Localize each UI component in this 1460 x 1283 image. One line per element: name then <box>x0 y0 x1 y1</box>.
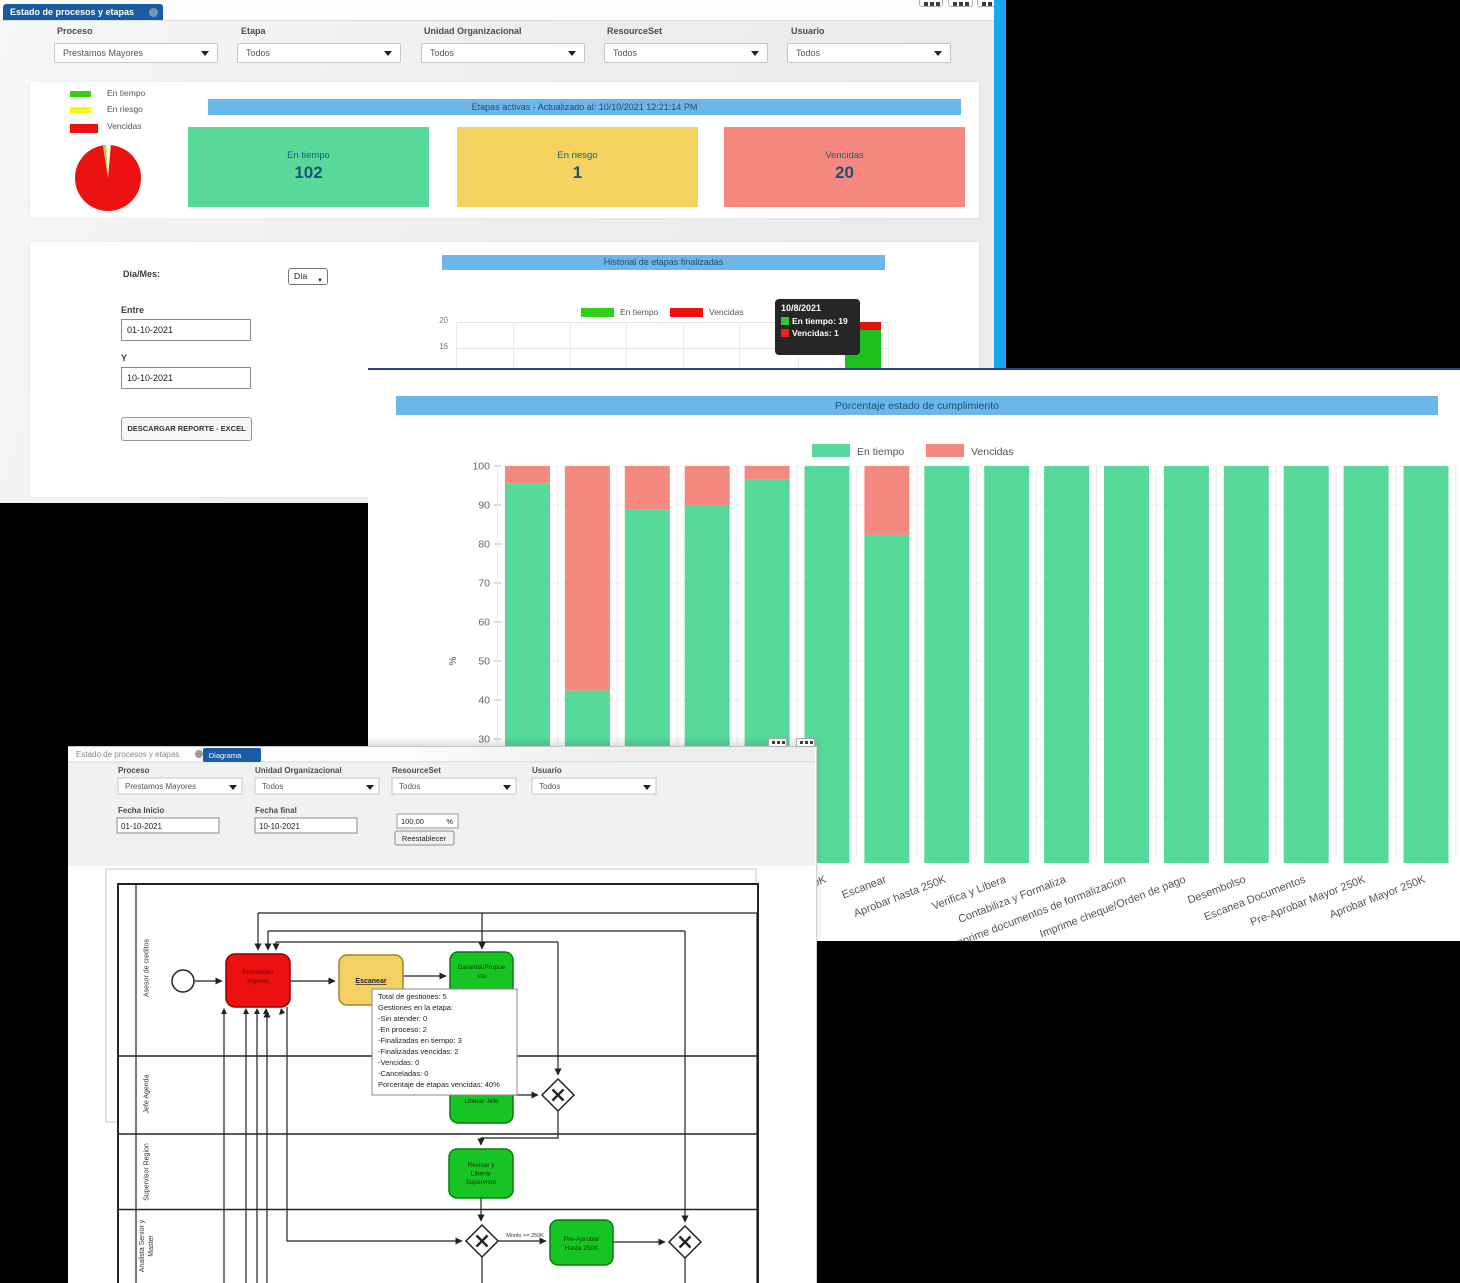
svg-text:Fecha final: Fecha final <box>255 806 297 815</box>
svg-text:Master: Master <box>148 1235 155 1257</box>
svg-text:Liberar Jefe: Liberar Jefe <box>464 1098 499 1105</box>
svg-text:-Vencidas: 0: -Vencidas: 0 <box>378 1058 419 1067</box>
svg-text:80: 80 <box>478 539 490 551</box>
svg-text:Garantia/Propue: Garantia/Propue <box>458 964 506 971</box>
svg-text:Prevalidar/: Prevalidar/ <box>242 969 273 976</box>
svg-text:-En proceso: 2: -En proceso: 2 <box>378 1025 427 1034</box>
svg-text:Escanear: Escanear <box>355 978 386 985</box>
svg-text:%: % <box>448 656 459 665</box>
svg-text:Vencidas: Vencidas <box>971 446 1014 458</box>
svg-text:Unidad Organizacional: Unidad Organizacional <box>255 766 342 775</box>
svg-text:Fecha Inicio: Fecha Inicio <box>118 806 164 815</box>
svg-text:01-10-2021: 01-10-2021 <box>121 822 162 831</box>
svg-text:Gestiones en la etapa:: Gestiones en la etapa: <box>378 1003 453 1012</box>
svg-text:40: 40 <box>478 695 490 707</box>
svg-text:Usuario: Usuario <box>532 766 562 775</box>
svg-text:Supervisor: Supervisor <box>465 1179 497 1186</box>
svg-text:Monto <= 250K: Monto <= 250K <box>506 1233 544 1239</box>
svg-text:50: 50 <box>478 656 490 668</box>
svg-text:Ingreso: Ingreso <box>247 978 269 985</box>
svg-text:Liberar: Liberar <box>471 1171 492 1178</box>
svg-text:-Finalizadas vencidas: 2: -Finalizadas vencidas: 2 <box>378 1047 458 1056</box>
svg-text:100: 100 <box>472 461 490 473</box>
svg-text:Proceso: Proceso <box>118 766 150 775</box>
svg-text:-Canceladas: 0: -Canceladas: 0 <box>378 1069 428 1078</box>
svg-text:-Sin atender: 0: -Sin atender: 0 <box>378 1014 427 1023</box>
svg-text:Reestablecer: Reestablecer <box>402 834 447 843</box>
svg-text:-Finalizadas en tiempo: 3: -Finalizadas en tiempo: 3 <box>378 1036 462 1045</box>
svg-text:Porcentaje de etapas vencidas:: Porcentaje de etapas vencidas: 40% <box>378 1080 500 1089</box>
svg-text:60: 60 <box>478 617 490 629</box>
svg-text:Prestamos Mayores: Prestamos Mayores <box>125 782 196 791</box>
svg-text:Supervisor Region: Supervisor Region <box>144 1143 151 1201</box>
svg-text:30: 30 <box>478 734 490 746</box>
svg-text:sta: sta <box>477 973 486 980</box>
svg-text:90: 90 <box>478 500 490 512</box>
svg-text:Revisar y: Revisar y <box>467 1162 495 1169</box>
svg-text:ResourceSet: ResourceSet <box>392 766 441 775</box>
svg-text:Analista Senior y: Analista Senior y <box>139 1219 146 1272</box>
svg-text:Todos: Todos <box>262 782 283 791</box>
svg-text:Todos: Todos <box>539 782 560 791</box>
svg-text:Hasta 250K: Hasta 250K <box>565 1245 600 1252</box>
svg-text:100,00: 100,00 <box>401 817 424 826</box>
svg-text:Estado de procesos y etapas: Estado de procesos y etapas <box>76 750 179 759</box>
svg-text:%: % <box>446 817 453 826</box>
svg-text:70: 70 <box>478 578 490 590</box>
svg-text:10-10-2021: 10-10-2021 <box>259 822 300 831</box>
svg-text:Porcentaje estado de cumplimie: Porcentaje estado de cumplimiento <box>835 400 999 412</box>
svg-text:Todos: Todos <box>399 782 420 791</box>
svg-text:Total de gestiones: 5: Total de gestiones: 5 <box>378 992 447 1001</box>
svg-text:Diagrama: Diagrama <box>209 751 242 760</box>
svg-text:Pre-Aprobar: Pre-Aprobar <box>564 1236 600 1243</box>
svg-text:Asesor de creditos: Asesor de creditos <box>144 939 151 997</box>
svg-text:Jefe Agenda: Jefe Agenda <box>144 1074 151 1113</box>
svg-text:En tiempo: En tiempo <box>857 446 904 458</box>
